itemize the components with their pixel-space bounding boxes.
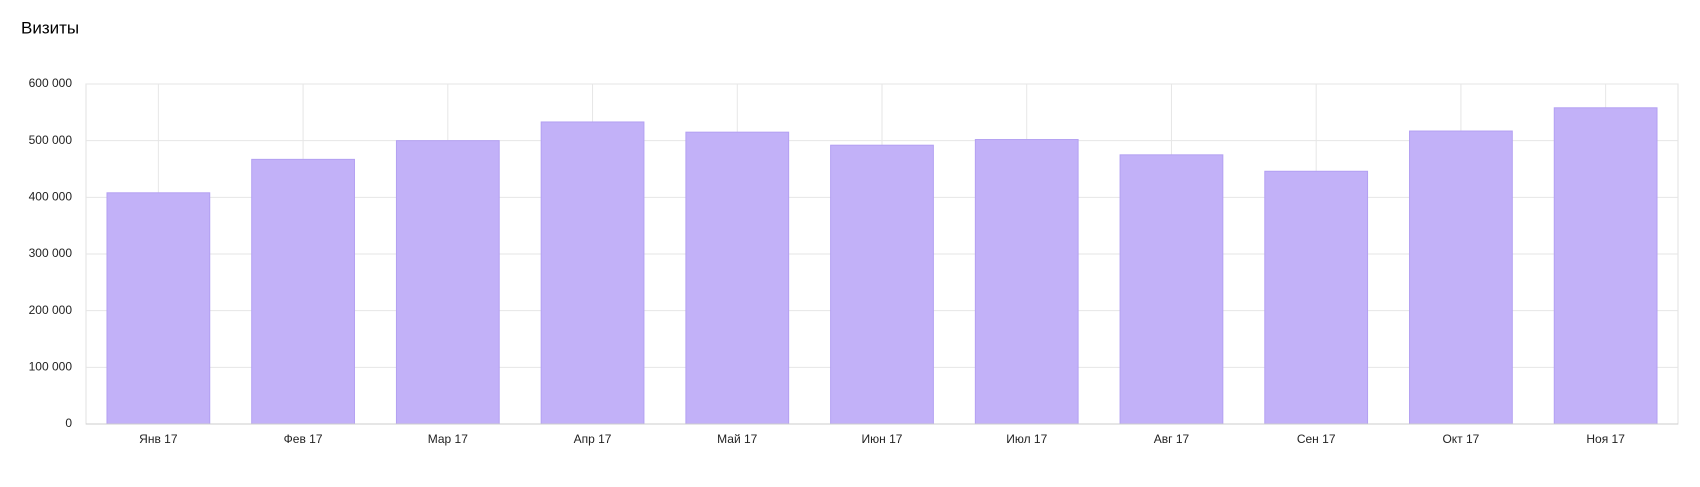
x-tick-label: Янв 17 xyxy=(139,432,178,446)
bar xyxy=(685,131,790,425)
bar xyxy=(106,192,211,425)
y-tick-label: 300 000 xyxy=(29,246,73,260)
bar xyxy=(540,121,645,425)
y-tick-label: 400 000 xyxy=(29,190,73,204)
bar xyxy=(1553,107,1658,425)
x-tick-label: Май 17 xyxy=(717,432,758,446)
bar xyxy=(251,158,355,425)
x-tick-label: Апр 17 xyxy=(574,432,612,446)
x-tick-label: Авг 17 xyxy=(1154,432,1190,446)
x-tick-label: Июн 17 xyxy=(862,432,903,446)
y-tick-label: 600 000 xyxy=(29,76,73,90)
bar xyxy=(830,144,934,425)
bar xyxy=(974,139,1079,425)
bar xyxy=(1264,170,1369,425)
y-tick-label: 0 xyxy=(65,416,72,430)
x-tick-label: Мар 17 xyxy=(428,432,468,446)
y-tick-label: 500 000 xyxy=(29,133,73,147)
bar xyxy=(395,140,500,425)
y-tick-label: 100 000 xyxy=(29,360,73,374)
bar xyxy=(1409,130,1513,425)
x-tick-label: Сен 17 xyxy=(1297,432,1336,446)
y-tick-label: 200 000 xyxy=(29,303,73,317)
x-tick-label: Фев 17 xyxy=(284,432,323,446)
x-tick-label: Окт 17 xyxy=(1442,432,1479,446)
x-tick-label: Ноя 17 xyxy=(1586,432,1625,446)
bar xyxy=(1119,154,1224,425)
chart-title: Визиты xyxy=(21,18,79,37)
x-tick-label: Июл 17 xyxy=(1006,432,1047,446)
